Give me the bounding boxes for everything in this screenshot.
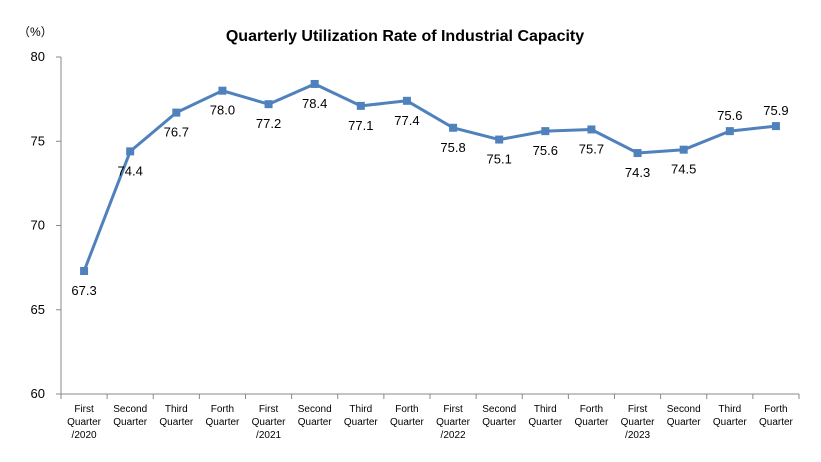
data-label: 75.1 — [487, 152, 512, 167]
x-tick-label-line: Quarter — [621, 417, 656, 428]
x-tick-label-line: Quarter — [205, 417, 240, 428]
x-tick-label-line: Quarter — [528, 417, 563, 428]
x-tick-label-line: Third — [349, 404, 372, 415]
data-point — [80, 266, 89, 275]
data-point — [725, 127, 734, 136]
data-label: 78.0 — [210, 103, 235, 118]
data-point — [402, 96, 411, 105]
x-tick-label-line: Quarter — [667, 417, 702, 428]
data-label: 74.5 — [671, 162, 696, 177]
data-point — [771, 122, 780, 131]
x-tick-label-line: /2023 — [625, 430, 650, 441]
data-label: 76.7 — [164, 125, 189, 140]
data-point — [633, 149, 642, 158]
x-tick-label-line: Second — [667, 404, 701, 415]
data-point — [679, 145, 688, 154]
y-tick-label: 80 — [31, 49, 45, 64]
x-tick-label-line: First — [443, 404, 463, 415]
x-tick-label-line: Quarter — [574, 417, 609, 428]
data-label: 75.8 — [440, 140, 465, 155]
x-tick-label-line: Forth — [580, 404, 603, 415]
data-labels: 67.3 74.4 76.7 78.0 77.2 78.4 77.1 77.4 75.8 75.1… — [71, 96, 788, 298]
x-tick-label: Third Quarter — [713, 404, 748, 428]
y-tick-label: 60 — [31, 386, 45, 401]
x-tick-label: First Quarter/2020 — [67, 404, 102, 441]
x-tick-label-line: First — [628, 404, 648, 415]
x-tick-label: First Quarter/2021 — [252, 404, 287, 441]
x-tick-label: Forth Quarter — [574, 404, 609, 428]
data-label: 75.7 — [579, 141, 604, 156]
x-tick-label: Third Quarter — [344, 404, 379, 428]
x-tick-label-line: Quarter — [482, 417, 517, 428]
x-tick-label: Second Quarter — [113, 404, 148, 428]
x-tick-label-line: /2020 — [72, 430, 97, 441]
x-tick-label: Third Quarter — [159, 404, 194, 428]
series-line — [82, 82, 777, 272]
x-tick-label-line: First — [259, 404, 279, 415]
data-label: 75.9 — [763, 103, 788, 118]
y-tick-label: 70 — [31, 218, 45, 233]
data-label: 78.4 — [302, 96, 327, 111]
x-tick-label-line: Second — [482, 404, 516, 415]
data-label: 77.4 — [394, 113, 419, 128]
data-point — [495, 135, 504, 144]
data-point — [310, 79, 319, 88]
data-label: 77.2 — [256, 116, 281, 131]
x-tick-label-line: First — [74, 404, 94, 415]
x-tick-label-line: Second — [113, 404, 147, 415]
data-label: 67.3 — [71, 283, 96, 298]
x-tick-label-line: Quarter — [390, 417, 425, 428]
x-tick-label: First Quarter/2023 — [621, 404, 656, 441]
x-tick-label-line: Quarter — [67, 417, 102, 428]
x-tick-label: Forth Quarter — [205, 404, 240, 428]
x-tick-label-line: Quarter — [344, 417, 379, 428]
x-tick-label-line: Third — [534, 404, 557, 415]
y-axis: 60 65 70 75 80 — [31, 49, 62, 401]
x-tick-label-line: /2022 — [441, 430, 466, 441]
x-tick-label-line: Forth — [395, 404, 418, 415]
x-tick-label-line: Quarter — [298, 417, 333, 428]
x-tick-label-line: Forth — [764, 404, 787, 415]
y-tick-label: 65 — [31, 302, 45, 317]
x-tick-label-line: Quarter — [113, 417, 148, 428]
x-tick-label-line: Third — [718, 404, 741, 415]
series-utilization-rate — [80, 79, 780, 275]
x-tick-label: Forth Quarter — [390, 404, 425, 428]
x-tick-label-line: Second — [298, 404, 332, 415]
data-label: 75.6 — [533, 143, 558, 158]
data-point — [126, 147, 135, 156]
data-point — [218, 86, 227, 95]
x-tick-label-line: Quarter — [436, 417, 471, 428]
x-tick-label: Forth Quarter — [759, 404, 794, 428]
x-axis: First Quarter/2020 Second Quarter Third Quart… — [60, 393, 800, 441]
data-point — [449, 123, 458, 132]
data-point — [172, 108, 181, 117]
x-tick-label: Third Quarter — [528, 404, 563, 428]
x-tick-label: Second Quarter — [298, 404, 333, 428]
x-tick-label: First Quarter/2022 — [436, 404, 471, 441]
chart-title: Quarterly Utilization Rate of Industrial… — [226, 28, 584, 45]
x-tick-label-line: Quarter — [159, 417, 194, 428]
x-tick-label: Second Quarter — [482, 404, 517, 428]
data-label: 75.6 — [717, 108, 742, 123]
x-tick-label-line: Quarter — [759, 417, 794, 428]
y-tick-label: 75 — [31, 133, 45, 148]
data-point — [541, 127, 550, 136]
data-point — [587, 125, 596, 134]
data-point — [356, 101, 365, 110]
x-tick-label: Second Quarter — [667, 404, 702, 428]
data-point — [264, 100, 273, 109]
x-tick-label-line: Third — [165, 404, 188, 415]
x-tick-label-line: /2021 — [256, 430, 281, 441]
data-label: 77.1 — [348, 118, 373, 133]
data-label: 74.4 — [118, 163, 143, 178]
x-tick-label-line: Quarter — [713, 417, 748, 428]
y-unit-label: （%） — [18, 25, 53, 39]
x-tick-label-line: Quarter — [252, 417, 287, 428]
x-tick-label-line: Forth — [211, 404, 234, 415]
data-label: 74.3 — [625, 165, 650, 180]
